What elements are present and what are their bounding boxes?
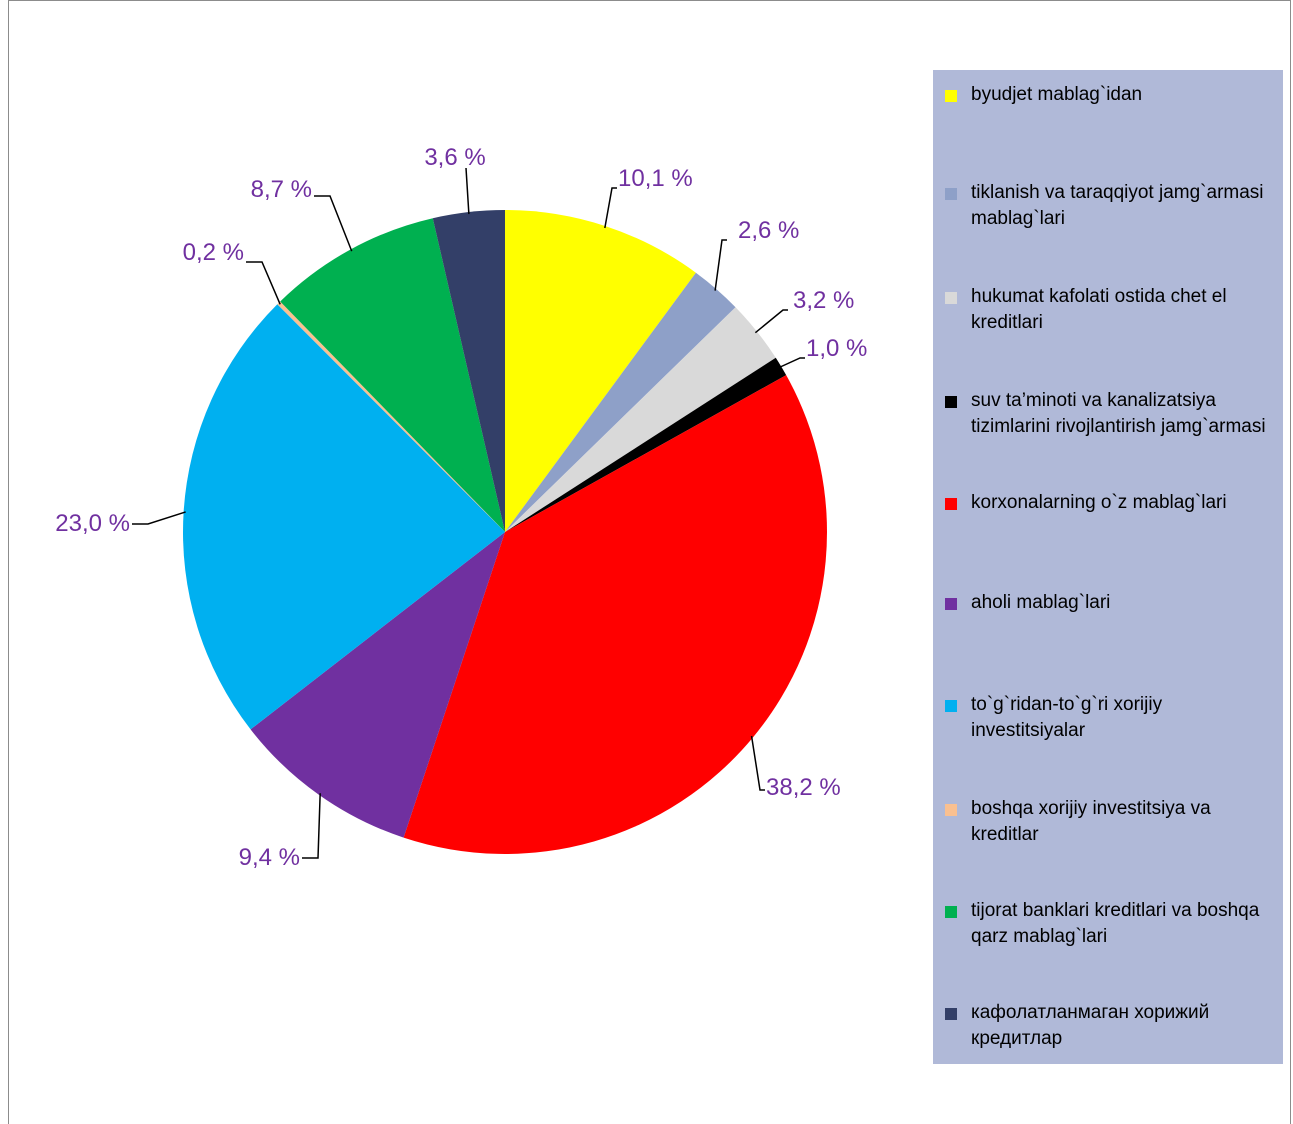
data-label-9: 8,7 %	[251, 176, 312, 203]
legend-label: кафолатланмаган хорижий кредитлар	[971, 1002, 1210, 1049]
legend-label: boshqa xorijiy investitsiya va kreditlar	[971, 798, 1211, 845]
legend-item-6: aholi mablag`lari	[945, 590, 1279, 616]
legend-label: korxonalarning o`z mablag`lari	[971, 492, 1227, 513]
pie-slice-9	[280, 218, 505, 533]
legend-label: tijorat banklari kreditlari va boshqa qa…	[971, 900, 1260, 947]
legend-item-3: hukumat kafolati ostida chet el kreditla…	[945, 284, 1279, 336]
legend-item-5: korxonalarning o`z mablag`lari	[945, 490, 1279, 516]
pie-slice-2	[505, 272, 736, 532]
pie-slice-5	[403, 375, 827, 854]
pie-slice-10	[432, 210, 505, 532]
leader-line-3	[754, 309, 788, 334]
legend-item-9: tijorat banklari kreditlari va boshqa qa…	[945, 898, 1279, 950]
data-label-4: 1,0 %	[806, 335, 867, 362]
legend-item-1: byudjet mablag`idan	[945, 82, 1279, 108]
legend-label: byudjet mablag`idan	[971, 84, 1143, 105]
legend-item-2: tiklanish va taraqqiyot jamg`armasi mabl…	[945, 180, 1279, 232]
legend-item-10: кафолатланмаган хорижий кредитлар	[945, 1000, 1279, 1052]
legend-swatch	[945, 396, 957, 408]
data-label-8: 0,2 %	[183, 239, 244, 266]
legend-label: tiklanish va taraqqiyot jamg`armasi mabl…	[971, 182, 1264, 229]
legend-item-4: suv ta’minoti va kanalizatsiya tizimlari…	[945, 388, 1279, 440]
leader-line-1	[604, 187, 617, 229]
data-label-10: 3,6 %	[424, 144, 485, 171]
legend-swatch	[945, 498, 957, 510]
legend-swatch	[945, 292, 957, 304]
leader-line-9	[314, 195, 353, 252]
legend-swatch	[945, 804, 957, 816]
pie-slice-3	[505, 307, 776, 532]
leader-line-4	[779, 357, 805, 369]
legend-item-7: to`g`ridan-to`g`ri xorijiy investitsiyal…	[945, 692, 1279, 744]
legend-swatch	[945, 90, 957, 102]
legend-label: hukumat kafolati ostida chet el kreditla…	[971, 286, 1227, 333]
data-label-7: 23,0 %	[55, 510, 130, 537]
legend-swatch	[945, 906, 957, 918]
legend-item-8: boshqa xorijiy investitsiya va kreditlar	[945, 796, 1279, 848]
leader-line-10	[465, 167, 470, 215]
data-label-5: 38,2 %	[766, 774, 841, 801]
leader-line-6	[302, 793, 321, 859]
data-label-1: 10,1 %	[618, 165, 693, 192]
legend-label: aholi mablag`lari	[971, 592, 1111, 613]
legend-label: suv ta’minoti va kanalizatsiya tizimlari…	[971, 390, 1266, 437]
pie-slice-8	[277, 301, 505, 532]
pie-slice-6	[250, 532, 505, 838]
pie-slice-1	[505, 210, 696, 532]
leader-line-5	[750, 735, 765, 791]
legend-label: to`g`ridan-to`g`ri xorijiy investitsiyal…	[971, 694, 1163, 741]
legend-swatch	[945, 598, 957, 610]
data-label-6: 9,4 %	[239, 844, 300, 871]
data-label-3: 3,2 %	[793, 287, 854, 314]
chart-frame	[8, 0, 1291, 1124]
legend-swatch	[945, 188, 957, 200]
leader-line-7	[132, 511, 186, 525]
legend-swatch	[945, 700, 957, 712]
data-label-2: 2,6 %	[738, 217, 799, 244]
legend-swatch	[945, 1008, 957, 1020]
pie-slice-7	[183, 304, 506, 730]
leader-line-2	[714, 239, 727, 291]
pie-slice-4	[505, 357, 787, 532]
leader-line-8	[246, 261, 281, 305]
legend: byudjet mablag`idan tiklanish va taraqqiy…	[933, 70, 1283, 1064]
